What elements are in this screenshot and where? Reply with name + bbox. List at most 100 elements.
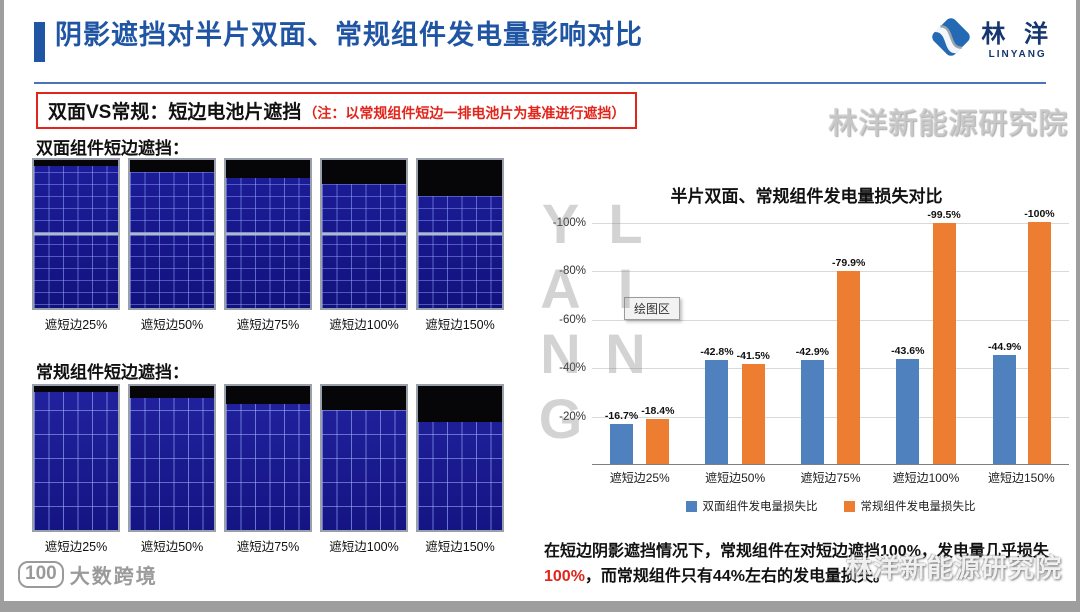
y-axis-tick-label: -80% (559, 265, 586, 278)
solar-panel-figure: 遮短边100% (320, 384, 408, 555)
panel-shade-label: 遮短边150% (425, 318, 495, 332)
watermark-bottom-left: 100 大数跨境 (18, 560, 158, 589)
bar-value-label: -43.6% (891, 344, 925, 357)
bar-value-label: -41.5% (736, 349, 770, 362)
gridline (592, 416, 1069, 418)
shade-band (34, 160, 118, 166)
bar-group: -42.8% -41.5% (687, 346, 782, 464)
panel-shade-label: 遮短边50% (140, 540, 204, 554)
solar-panel-figure: 遮短边75% (224, 384, 312, 555)
panel-shade-label: 遮短边150% (425, 540, 495, 554)
y-axis-tick-label: -40% (559, 362, 586, 375)
bar-unit: -99.5% (927, 209, 961, 464)
half-cell-gap (418, 232, 502, 236)
chart-plot-area[interactable]: -16.7% -18.4% -42.8% -41.5% -42.9% -79.9% -43.… (592, 208, 1069, 465)
bar[interactable] (705, 360, 729, 464)
bar[interactable] (610, 423, 634, 464)
bar[interactable] (993, 355, 1017, 464)
bar-unit: -41.5% (737, 350, 770, 464)
legend-label: 双面组件发电量损失比 (702, 501, 818, 513)
chart-body: -100% -80% -60% -40% -20% -16.7% -18.4% -42.8%… (544, 208, 1069, 465)
conclusion-post: ，而常规组件只有44%左右的发电量损失。 (584, 567, 889, 585)
legend-item: 常规组件发电量损失比 (843, 498, 976, 514)
header: 阴影遮挡对半片双面、常规组件发电量影响对比 (34, 18, 1046, 78)
gridline (592, 319, 1069, 321)
chart-y-axis: -100% -80% -60% -40% -20% (544, 217, 592, 465)
bar-unit: -42.8% (700, 346, 734, 464)
legend-label: 常规组件发电量损失比 (860, 501, 976, 513)
solar-panel-figure: 遮短边50% (128, 384, 216, 555)
conventional-panel-image (416, 384, 504, 532)
bar-unit: -100% (1024, 208, 1055, 464)
bar-group: -42.9% -79.9% (783, 257, 878, 464)
bar[interactable] (896, 358, 920, 464)
bar[interactable] (741, 363, 765, 464)
bar-unit: -18.4% (641, 405, 674, 464)
page-title: 阴影遮挡对半片双面、常规组件发电量影响对比 (55, 20, 643, 50)
category-label: 遮短边25% (609, 471, 670, 485)
conventional-panel-row: 遮短边25% 遮短边50% 遮短边75% 遮短边100% 遮短边150% (32, 384, 504, 555)
subtitle-note: （注：以常规组件短边一排电池片为基准进行遮挡） (303, 105, 626, 121)
bar[interactable] (1027, 222, 1051, 464)
chart-title: 半片双面、常规组件发电量损失对比 (670, 187, 943, 206)
logo-text: 林 洋 LINYANG (981, 14, 1054, 60)
bar-value-label: -18.4% (641, 405, 675, 418)
conventional-panel-image (320, 384, 408, 532)
section-label-bifacial: 双面组件短边遮挡： (36, 139, 189, 158)
conventional-panel-image (128, 384, 216, 532)
conventional-panel-image (32, 384, 120, 532)
solar-panel-figure: 遮短边25% (32, 384, 120, 555)
category-label: 遮短边100% (892, 471, 960, 485)
bar[interactable] (800, 360, 824, 464)
bar-group: -43.6% -99.5% (878, 209, 973, 464)
bifacial-panel-image (224, 158, 312, 310)
shade-band (418, 386, 502, 422)
plot-area-tooltip: 绘图区 (624, 297, 681, 320)
gridline (592, 271, 1069, 273)
bifacial-panel-image (32, 158, 120, 310)
bar-unit: -43.6% (891, 344, 925, 464)
solar-panel-figure: 遮短边25% (32, 158, 120, 333)
solar-panel-figure: 遮短边150% (416, 158, 504, 333)
bar[interactable] (837, 270, 861, 464)
bar[interactable] (932, 223, 956, 464)
shade-band (34, 386, 118, 392)
title-divider (34, 82, 1046, 84)
chart-category-axis: 遮短边25% 遮短边50% 遮短边75% 遮短边100% 遮短边150% (592, 469, 1069, 486)
panel-shade-label: 遮短边25% (44, 318, 108, 332)
y-axis-tick-label: -60% (559, 313, 586, 326)
solar-panel-figure: 遮短边100% (320, 158, 408, 333)
bar-value-label: -99.5% (927, 209, 961, 222)
half-cell-gap (34, 232, 118, 236)
bar-group: -44.9% -100% (974, 208, 1069, 464)
panel-shade-label: 遮短边75% (236, 540, 300, 554)
logo-brand-en: LINYANG (988, 49, 1047, 60)
conclusion-highlight: 100% (544, 567, 585, 585)
logo-brand-cn: 林 洋 (981, 21, 1054, 48)
half-cell-gap (130, 232, 214, 236)
bar-unit: -44.9% (988, 341, 1021, 464)
bar[interactable] (646, 419, 670, 464)
shade-band (322, 386, 406, 410)
bar-value-label: -79.9% (832, 256, 866, 269)
category-label: 遮短边50% (705, 471, 766, 485)
bifacial-panel-image (416, 158, 504, 310)
solar-panel-figure: 遮短边50% (128, 158, 216, 333)
category-label: 遮短边150% (987, 471, 1055, 485)
bar-unit: -79.9% (832, 257, 865, 464)
watermark-logo-100: 100 (18, 561, 64, 588)
bar-value-label: -42.9% (795, 346, 830, 359)
bifacial-panel-row: 遮短边25% 遮短边50% 遮短边75% 遮短边100% 遮短边150% (32, 158, 504, 333)
panel-shade-label: 遮短边50% (140, 318, 204, 332)
shade-band (130, 386, 214, 398)
legend-item: 双面组件发电量损失比 (685, 498, 818, 514)
subtitle-main: 双面VS常规：短边电池片遮挡 (48, 102, 302, 123)
bar-value-label: -44.9% (988, 341, 1022, 354)
bar-chart: 半片双面、常规组件发电量损失对比 -100% -80% -60% -40% -20% -… (544, 182, 1069, 514)
panel-shade-label: 遮短边100% (329, 540, 399, 554)
subtitle-box: 双面VS常规：短边电池片遮挡 （注：以常规组件短边一排电池片为基准进行遮挡） (36, 92, 638, 129)
bar-unit: -16.7% (605, 410, 638, 464)
panel-shade-label: 遮短边100% (329, 318, 399, 332)
bar-unit: -42.9% (796, 346, 829, 464)
legend-swatch (843, 500, 855, 512)
